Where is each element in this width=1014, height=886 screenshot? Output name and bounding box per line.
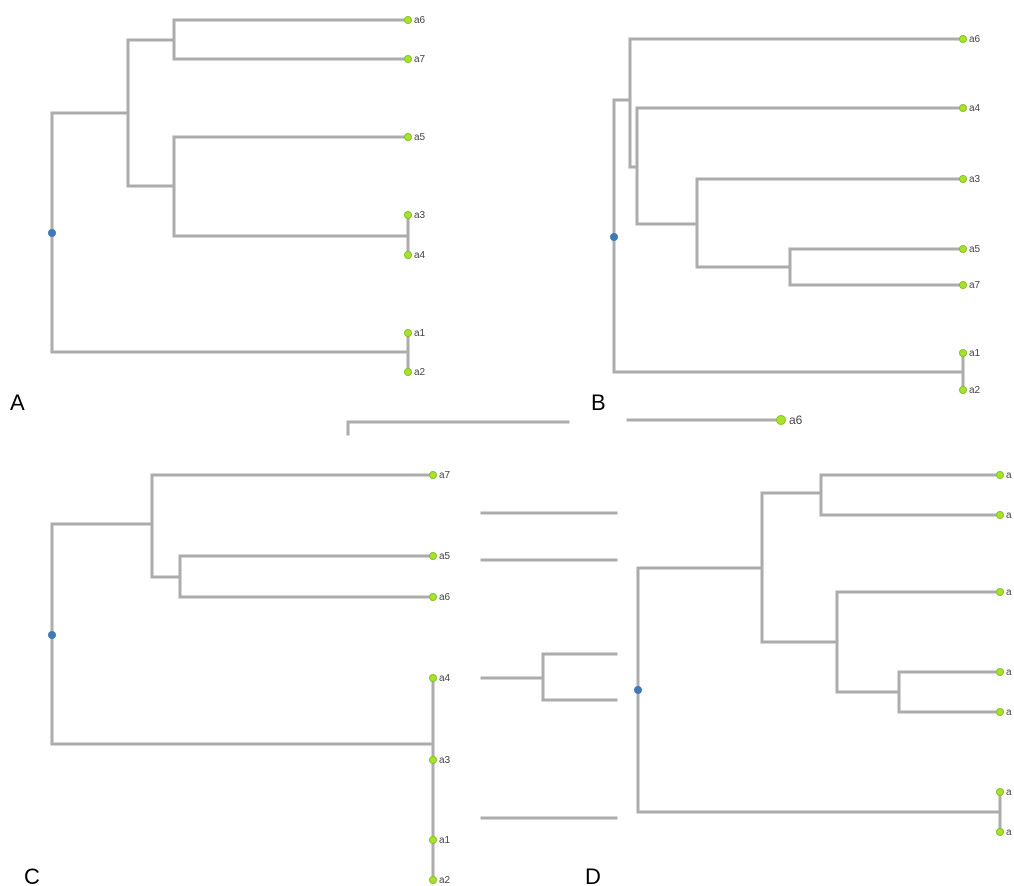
leaf-node bbox=[959, 245, 967, 253]
leaf-node bbox=[959, 175, 967, 183]
root-node bbox=[610, 233, 618, 241]
leaf-node bbox=[404, 251, 412, 259]
tip-label: a3 bbox=[969, 174, 981, 185]
tip-label: a6 bbox=[414, 15, 426, 26]
leaf-node bbox=[404, 16, 412, 24]
leaf-node bbox=[996, 708, 1004, 716]
leaf-node bbox=[996, 588, 1004, 596]
tip-label: a4 bbox=[969, 103, 981, 114]
leaf-node bbox=[429, 593, 437, 601]
leaf-node bbox=[959, 386, 967, 394]
leaf-node bbox=[429, 674, 437, 682]
tip-label: a3 bbox=[439, 755, 451, 766]
leaf-node bbox=[404, 55, 412, 63]
leaf-node bbox=[959, 104, 967, 112]
leaf-node bbox=[404, 329, 412, 337]
leaf-node bbox=[429, 756, 437, 764]
tip-label: a6 bbox=[789, 413, 803, 427]
tree-panel-a: a6 a7 a5 a3 a4 a1 a2 A bbox=[10, 15, 426, 415]
tip-label: a7 bbox=[414, 54, 426, 65]
tip-label: a5 bbox=[439, 551, 451, 562]
leaf-node bbox=[959, 281, 967, 289]
tree-fragment-overlap: a6 bbox=[346, 413, 803, 820]
tree-edges bbox=[636, 473, 1002, 834]
leaf-node bbox=[429, 552, 437, 560]
leaf-node bbox=[776, 415, 786, 425]
leaf-node bbox=[429, 471, 437, 479]
tip-label: a6 bbox=[969, 34, 981, 45]
fragment-edges bbox=[346, 418, 782, 820]
tip-label: a7 bbox=[969, 280, 981, 291]
tip-label: a6 bbox=[439, 592, 451, 603]
leaf-node bbox=[996, 788, 1004, 796]
tip-label: a2 bbox=[414, 367, 426, 378]
panel-label-b: B bbox=[591, 390, 606, 415]
tip-label: a4 bbox=[439, 673, 451, 684]
root-node bbox=[48, 229, 56, 237]
root-node bbox=[48, 631, 56, 639]
leaf-node bbox=[959, 349, 967, 357]
leaf-node bbox=[429, 876, 437, 884]
leaf-node bbox=[429, 836, 437, 844]
tip-label: a7 bbox=[439, 470, 451, 481]
tree-panel-c: a7 a5 a6 a4 a3 a1 a2 C bbox=[24, 470, 451, 886]
tip-label: a3 bbox=[414, 210, 426, 221]
tree-edges bbox=[50, 18, 410, 374]
leaf-node bbox=[996, 668, 1004, 676]
panel-label-d: D bbox=[585, 864, 601, 886]
tip-label: a bbox=[1006, 667, 1012, 678]
tree-edges bbox=[612, 37, 965, 392]
leaf-node bbox=[959, 35, 967, 43]
leaf-node bbox=[404, 368, 412, 376]
tip-label: a4 bbox=[414, 250, 426, 261]
leaf-node bbox=[404, 133, 412, 141]
panel-label-a: A bbox=[10, 390, 25, 415]
tip-label: a bbox=[1006, 470, 1012, 481]
tree-edges bbox=[50, 473, 435, 882]
tip-label: a bbox=[1006, 510, 1012, 521]
tip-label: a1 bbox=[414, 328, 426, 339]
root-node bbox=[634, 686, 642, 694]
tree-panel-b: a6 a4 a3 a5 a7 a1 a2 B bbox=[591, 34, 981, 415]
leaf-node bbox=[996, 828, 1004, 836]
tip-label: a5 bbox=[414, 132, 426, 143]
leaf-node bbox=[404, 211, 412, 219]
tip-label: a2 bbox=[439, 875, 451, 886]
tip-label: a bbox=[1006, 827, 1012, 838]
leaf-node bbox=[996, 471, 1004, 479]
tree-panel-d: a a a a a a a D bbox=[585, 470, 1012, 886]
tip-label: a bbox=[1006, 787, 1012, 798]
panel-label-c: C bbox=[24, 864, 40, 886]
tip-label: a bbox=[1006, 587, 1012, 598]
tip-label: a bbox=[1006, 707, 1012, 718]
tip-label: a5 bbox=[969, 244, 981, 255]
leaf-node bbox=[996, 511, 1004, 519]
tip-label: a1 bbox=[439, 835, 451, 846]
tip-label: a2 bbox=[969, 385, 981, 396]
tip-label: a1 bbox=[969, 348, 981, 359]
